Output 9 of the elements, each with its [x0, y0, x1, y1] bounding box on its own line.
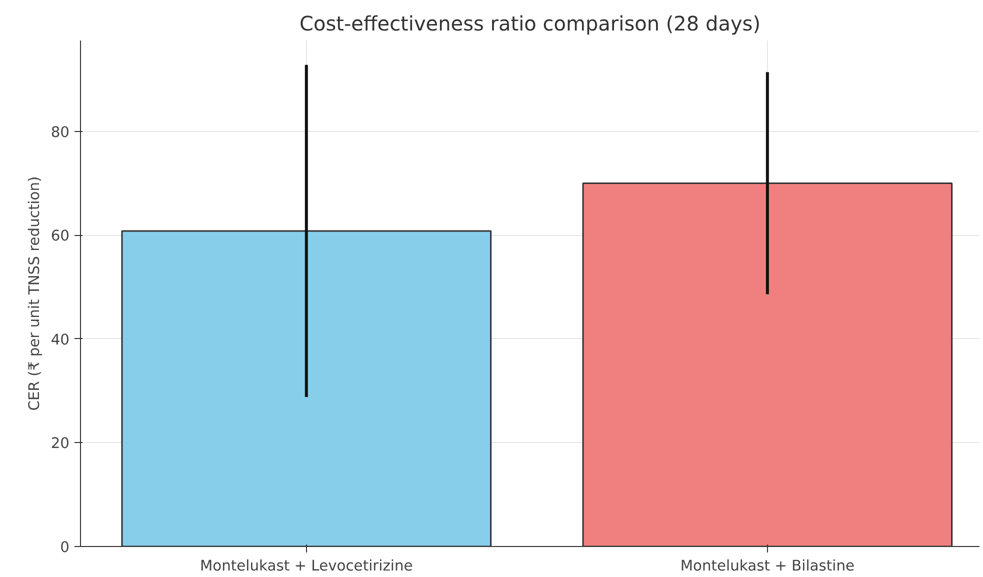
y-tick-label: 40: [50, 331, 70, 348]
y-tick-label: 80: [50, 124, 70, 141]
y-tick-label: 0: [60, 539, 70, 556]
chart-title: Cost-effectiveness ratio comparison (28 days): [299, 12, 761, 36]
y-axis-title: CER (₹ per unit TNSS reduction): [26, 176, 43, 411]
x-tick-label: Montelukast + Bilastine: [680, 558, 855, 574]
y-tick-label: 20: [50, 435, 70, 452]
x-tick-label: Montelukast + Levocetirizine: [200, 558, 413, 574]
y-tick-label: 60: [50, 228, 70, 245]
